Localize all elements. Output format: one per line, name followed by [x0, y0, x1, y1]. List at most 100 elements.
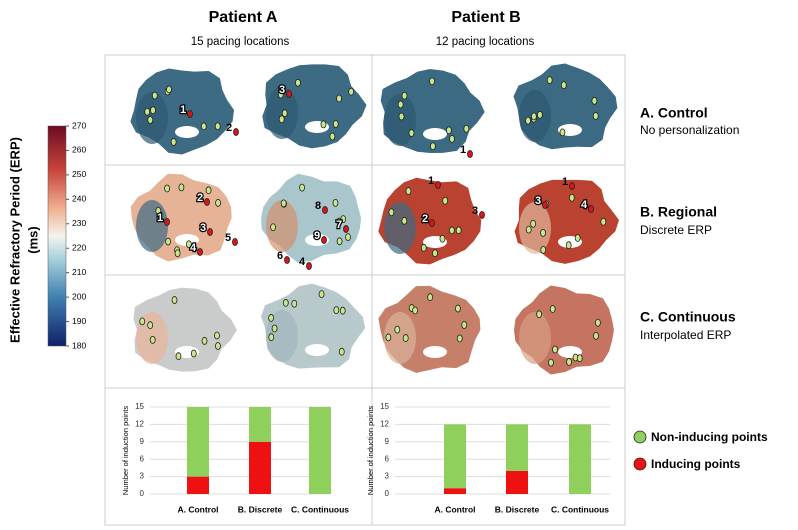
- pacing-point: [171, 296, 178, 304]
- pacing-point: [151, 91, 158, 100]
- y-tick-label: 6: [385, 454, 390, 463]
- pacing-point: [150, 106, 156, 115]
- pacing-point: [530, 112, 537, 121]
- y-tick-label: 12: [380, 420, 389, 429]
- pacing-point: [166, 85, 172, 94]
- x-tick-label: C. Continuous: [551, 504, 609, 514]
- row-title: A. Control: [640, 105, 708, 121]
- pacing-point: [336, 94, 342, 103]
- pacing-point: [332, 120, 339, 128]
- pacing-point: [200, 122, 207, 131]
- bar-segment: [569, 424, 591, 494]
- pacing-point: [591, 96, 598, 105]
- bar-segment: [506, 470, 528, 494]
- pacing-point: [530, 219, 536, 228]
- bar-segment: [187, 407, 209, 477]
- point-label: 1: [460, 144, 466, 156]
- pacing-point: [139, 317, 146, 326]
- inducing-point: [479, 211, 485, 219]
- pacing-point: [282, 298, 289, 307]
- row-subtitle: Interpolated ERP: [640, 328, 731, 342]
- pacing-point: [549, 305, 556, 313]
- legend-swatch: [633, 457, 647, 471]
- y-tick-label: 3: [385, 472, 390, 481]
- colorbar: [47, 125, 67, 347]
- pacing-point: [552, 345, 558, 354]
- pacing-point: [560, 81, 567, 90]
- colorbar-tick-label: 200: [72, 291, 86, 301]
- pacing-point: [385, 333, 392, 342]
- pacing-point: [576, 354, 583, 363]
- pacing-point: [401, 216, 408, 225]
- bar-segment: [309, 407, 331, 494]
- pacing-point: [348, 87, 355, 96]
- y-tick-label: 0: [385, 489, 390, 498]
- pacing-point: [215, 199, 221, 207]
- point-label: 5: [225, 232, 231, 244]
- row-title: B. Regional: [640, 204, 717, 220]
- pacing-point: [401, 91, 408, 100]
- legend-label: Inducing points: [651, 457, 741, 471]
- pacing-point: [536, 310, 543, 319]
- pacing-point: [548, 358, 554, 367]
- pacing-point: [394, 325, 401, 334]
- point-label: 8: [315, 200, 321, 212]
- pacing-point: [174, 249, 181, 258]
- pacing-point: [566, 358, 572, 366]
- column-title: Patient A: [209, 9, 278, 26]
- y-tick-label: 3: [140, 472, 145, 481]
- pacing-point: [165, 237, 171, 246]
- panel-grid: [104, 54, 626, 526]
- x-tick-label: C. Continuous: [291, 504, 349, 514]
- pacing-point: [420, 243, 427, 252]
- pacing-point: [201, 337, 208, 345]
- pacing-point: [155, 206, 162, 215]
- pacing-point: [329, 132, 336, 141]
- pacing-point: [147, 116, 154, 124]
- inducing-point: [321, 236, 327, 244]
- valve: [175, 234, 199, 246]
- pacing-point: [170, 138, 177, 146]
- pacing-point: [600, 217, 607, 226]
- pacing-point: [214, 331, 220, 340]
- pacing-point: [339, 306, 346, 315]
- point-label: 3: [279, 84, 285, 96]
- pacing-point: [214, 122, 221, 131]
- point-label: 4: [581, 199, 588, 211]
- bar-segment: [187, 476, 209, 494]
- pacing-point: [205, 186, 212, 195]
- heart-shade: [384, 312, 416, 364]
- pacing-point: [568, 193, 575, 202]
- x-tick-label: A. Control: [434, 504, 475, 514]
- y-tick-label: 9: [140, 437, 145, 446]
- point-label: 4: [190, 242, 197, 254]
- legend-label: Non-inducing points: [651, 430, 768, 444]
- pacing-point: [432, 249, 438, 258]
- y-axis-label: Number of induction points: [366, 406, 375, 495]
- pacing-point: [565, 241, 572, 250]
- pacing-point: [442, 196, 449, 205]
- point-label: 4: [299, 256, 306, 268]
- colorbar-tick-label: 260: [72, 145, 86, 155]
- pacing-point: [291, 299, 298, 308]
- point-label: 7: [336, 219, 342, 231]
- pacing-point: [525, 225, 532, 234]
- colorbar-label: (ms): [25, 226, 40, 253]
- y-tick-label: 15: [380, 402, 389, 411]
- pacing-point: [299, 183, 305, 192]
- inducing-point: [467, 150, 473, 158]
- pacing-point: [540, 245, 547, 254]
- bar-segment: [249, 441, 271, 494]
- inducing-point: [207, 228, 213, 236]
- row-title: C. Continuous: [640, 309, 736, 325]
- pacing-point: [278, 115, 285, 124]
- point-label: 3: [535, 195, 541, 207]
- pacing-point: [345, 233, 351, 242]
- pacing-point: [536, 110, 543, 119]
- pacing-point: [463, 124, 470, 133]
- inducing-point: [284, 256, 290, 264]
- pacing-point: [593, 331, 599, 340]
- pacing-point: [320, 120, 327, 129]
- point-label: 3: [200, 222, 206, 234]
